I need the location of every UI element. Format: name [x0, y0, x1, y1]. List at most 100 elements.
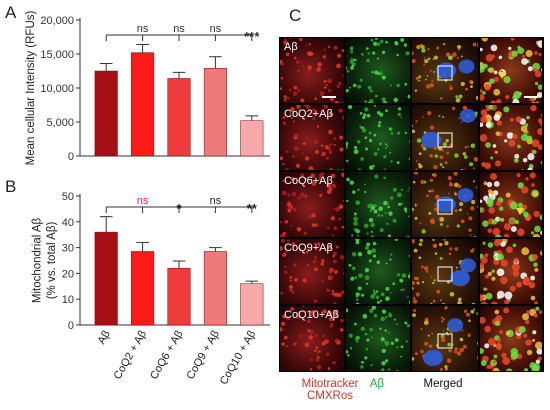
- micrograph-speck: [346, 66, 348, 70]
- micrograph-speck: [322, 334, 326, 338]
- micrograph-speck: [283, 40, 288, 45]
- micrograph-speck: [484, 84, 491, 91]
- panel-a-letter: A: [5, 3, 17, 22]
- micrograph-speck: [318, 176, 323, 181]
- micrograph-speck: [346, 146, 348, 149]
- micrograph-speck: [346, 141, 349, 147]
- micrograph-speck: [331, 183, 335, 187]
- micrograph-speck: [513, 257, 519, 264]
- micrograph-speck: [319, 193, 323, 197]
- micrograph-speck: [528, 163, 534, 169]
- micrograph-speck: [493, 354, 498, 359]
- micrograph-speck: [379, 299, 383, 303]
- micrograph-speck: [505, 331, 510, 336]
- micrograph-speck: [482, 220, 489, 227]
- micrograph-speck: [337, 293, 342, 298]
- micrograph-speck: [448, 182, 453, 187]
- micrograph-speck: [293, 263, 297, 267]
- micrograph-speck: [434, 203, 437, 206]
- micrograph-speck: [432, 173, 437, 178]
- micrograph-speck: [431, 79, 434, 83]
- micrograph-speck: [327, 147, 332, 151]
- micrograph-speck: [416, 138, 422, 143]
- scale-bar: [524, 96, 538, 98]
- micrograph-speck: [401, 273, 407, 278]
- micrograph-speck: [496, 98, 502, 103]
- micrograph-speck: [433, 165, 438, 170]
- micrograph-speck: [493, 70, 498, 75]
- micrograph-speck: [370, 222, 375, 228]
- micrograph-speck: [413, 308, 417, 312]
- micrograph-speck: [531, 139, 540, 148]
- micrograph-speck: [504, 299, 510, 304]
- micrograph-speck: [530, 105, 537, 112]
- micrograph-speck: [433, 55, 438, 60]
- micrograph-speck: [341, 168, 344, 170]
- micrograph-speck: [512, 243, 517, 248]
- micrograph-speck: [492, 190, 499, 196]
- micrograph-speck: [446, 358, 452, 364]
- micrograph-speck: [346, 308, 349, 313]
- micrograph-speck: [447, 192, 450, 195]
- micrograph-speck: [508, 46, 512, 51]
- micrograph-speck: [353, 322, 357, 326]
- micrograph-speck: [323, 79, 327, 83]
- micrograph-speck: [451, 106, 456, 111]
- row-label: CoQ9+Aβ: [284, 242, 333, 254]
- y-tick-label: 40: [62, 217, 74, 229]
- micrograph-speck: [290, 116, 293, 119]
- micrograph-speck: [310, 313, 315, 318]
- micrograph-speck: [400, 345, 404, 349]
- micrograph-speck: [384, 329, 387, 332]
- micrograph-speck: [328, 129, 333, 135]
- micrograph-speck: [503, 233, 510, 237]
- micrograph-cell: [412, 306, 478, 371]
- micrograph-speck: [284, 270, 288, 274]
- micrograph-speck: [374, 70, 379, 75]
- micrograph-speck: [346, 88, 349, 93]
- micrograph-speck: [367, 102, 371, 103]
- micrograph-speck: [297, 88, 301, 92]
- micrograph-speck: [296, 226, 302, 232]
- micrograph-speck: [396, 131, 401, 135]
- micrograph-speck: [420, 327, 423, 331]
- micrograph-speck: [484, 343, 490, 349]
- micrograph-speck: [280, 156, 284, 161]
- micrograph-speck: [354, 59, 357, 62]
- micrograph-speck: [365, 246, 369, 250]
- micrograph-speck: [397, 112, 401, 117]
- micrograph-speck: [535, 306, 540, 311]
- micrograph-speck: [390, 196, 394, 200]
- micrograph-texture: [412, 239, 476, 304]
- significance-label: ns: [210, 23, 222, 35]
- micrograph-speck: [492, 227, 501, 236]
- micrograph-speck: [490, 173, 497, 181]
- micrograph-speck: [390, 131, 394, 135]
- micrograph-speck: [291, 177, 296, 182]
- micrograph-speck: [381, 97, 386, 102]
- micrograph-speck: [540, 230, 542, 236]
- micrograph-speck: [385, 262, 388, 265]
- micrograph-speck: [297, 196, 301, 200]
- micrograph-speck: [493, 359, 497, 364]
- micrograph-speck: [385, 146, 388, 150]
- micrograph-speck: [308, 42, 311, 46]
- y-tick-label: 5,000: [46, 117, 74, 129]
- nucleus: [435, 196, 456, 213]
- micrograph-speck: [362, 314, 368, 319]
- micrograph-speck: [497, 253, 505, 261]
- micrograph-speck: [288, 200, 290, 203]
- micrograph-speck: [308, 166, 314, 170]
- x-tick-label: CoQ2 + Aβ: [112, 329, 150, 382]
- micrograph-speck: [454, 153, 459, 158]
- micrograph-speck: [333, 226, 338, 230]
- micrograph-speck: [423, 63, 426, 66]
- micrograph-speck: [283, 328, 286, 331]
- micrograph-speck: [370, 363, 373, 367]
- micrograph-speck: [447, 342, 452, 347]
- micrograph-speck: [292, 120, 296, 123]
- micrograph-speck: [439, 222, 443, 227]
- micrograph-speck: [534, 81, 539, 86]
- micrograph-speck: [320, 262, 325, 266]
